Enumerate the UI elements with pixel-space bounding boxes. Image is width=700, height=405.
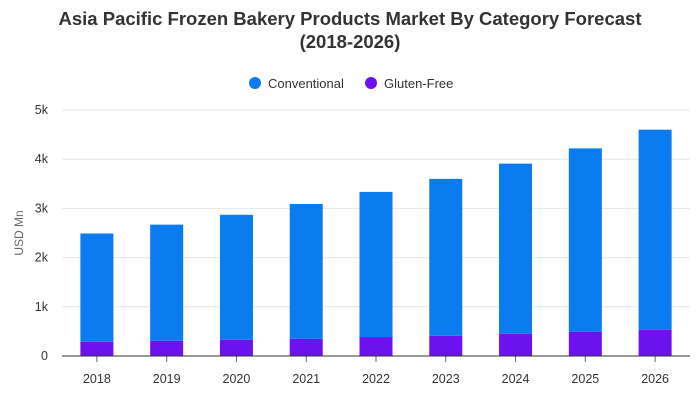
bar-gluten-free-2024[interactable] xyxy=(499,333,533,356)
chart-title-line1: Asia Pacific Frozen Bakery Products Mark… xyxy=(59,8,642,29)
bar-conventional-2022[interactable] xyxy=(359,191,393,338)
chart-title-line2: (2018-2026) xyxy=(300,31,401,52)
x-tick-label-2020: 2020 xyxy=(223,372,251,386)
legend-item-conventional[interactable]: Conventional xyxy=(249,76,344,91)
bar-gluten-free-2022[interactable] xyxy=(359,337,393,356)
y-tick-label-4k: 4k xyxy=(35,152,49,166)
bar-conventional-2018[interactable] xyxy=(80,233,114,342)
bar-conventional-2024[interactable] xyxy=(499,163,533,334)
y-tick-label-5k: 5k xyxy=(35,103,49,117)
bar-conventional-2026[interactable] xyxy=(638,129,672,330)
bar-conventional-2023[interactable] xyxy=(429,178,463,336)
bar-conventional-2021[interactable] xyxy=(289,203,323,339)
x-axis-ticks: 2018 2019 2020 2021 2022 2023 2024 2025 2026 xyxy=(83,356,669,386)
legend: Conventional Gluten-Free xyxy=(249,76,453,91)
x-tick-label-2024: 2024 xyxy=(502,372,530,386)
x-tick-label-2019: 2019 xyxy=(153,372,181,386)
bar-gluten-free-2025[interactable] xyxy=(568,331,602,356)
x-tick-label-2018: 2018 xyxy=(83,372,111,386)
bar-gluten-free-2026[interactable] xyxy=(638,329,672,356)
y-tick-label-0: 0 xyxy=(41,349,48,363)
legend-swatch-conventional xyxy=(249,77,261,89)
x-tick-label-2023: 2023 xyxy=(432,372,460,386)
bar-conventional-2019[interactable] xyxy=(150,224,184,341)
bars xyxy=(80,129,672,356)
y-tick-label-2k: 2k xyxy=(35,251,49,265)
bar-gluten-free-2021[interactable] xyxy=(289,338,323,356)
bar-gluten-free-2019[interactable] xyxy=(150,340,184,356)
legend-item-gluten-free[interactable]: Gluten-Free xyxy=(365,76,453,91)
x-tick-label-2022: 2022 xyxy=(362,372,390,386)
bar-conventional-2025[interactable] xyxy=(568,148,602,332)
legend-label-gluten-free: Gluten-Free xyxy=(384,76,453,91)
y-axis-ticks: 0 1k 2k 3k 4k 5k xyxy=(35,103,49,363)
x-tick-label-2021: 2021 xyxy=(292,372,320,386)
y-tick-label-1k: 1k xyxy=(35,300,49,314)
bar-gluten-free-2018[interactable] xyxy=(80,341,114,356)
x-tick-label-2025: 2025 xyxy=(571,372,599,386)
bar-gluten-free-2020[interactable] xyxy=(219,339,253,356)
legend-label-conventional: Conventional xyxy=(268,76,344,91)
y-tick-label-3k: 3k xyxy=(35,201,49,215)
legend-swatch-gluten-free xyxy=(365,77,377,89)
bar-conventional-2020[interactable] xyxy=(219,214,253,340)
x-tick-label-2026: 2026 xyxy=(641,372,669,386)
y-axis-label: USD Mn xyxy=(12,210,26,255)
bar-gluten-free-2023[interactable] xyxy=(429,335,463,356)
